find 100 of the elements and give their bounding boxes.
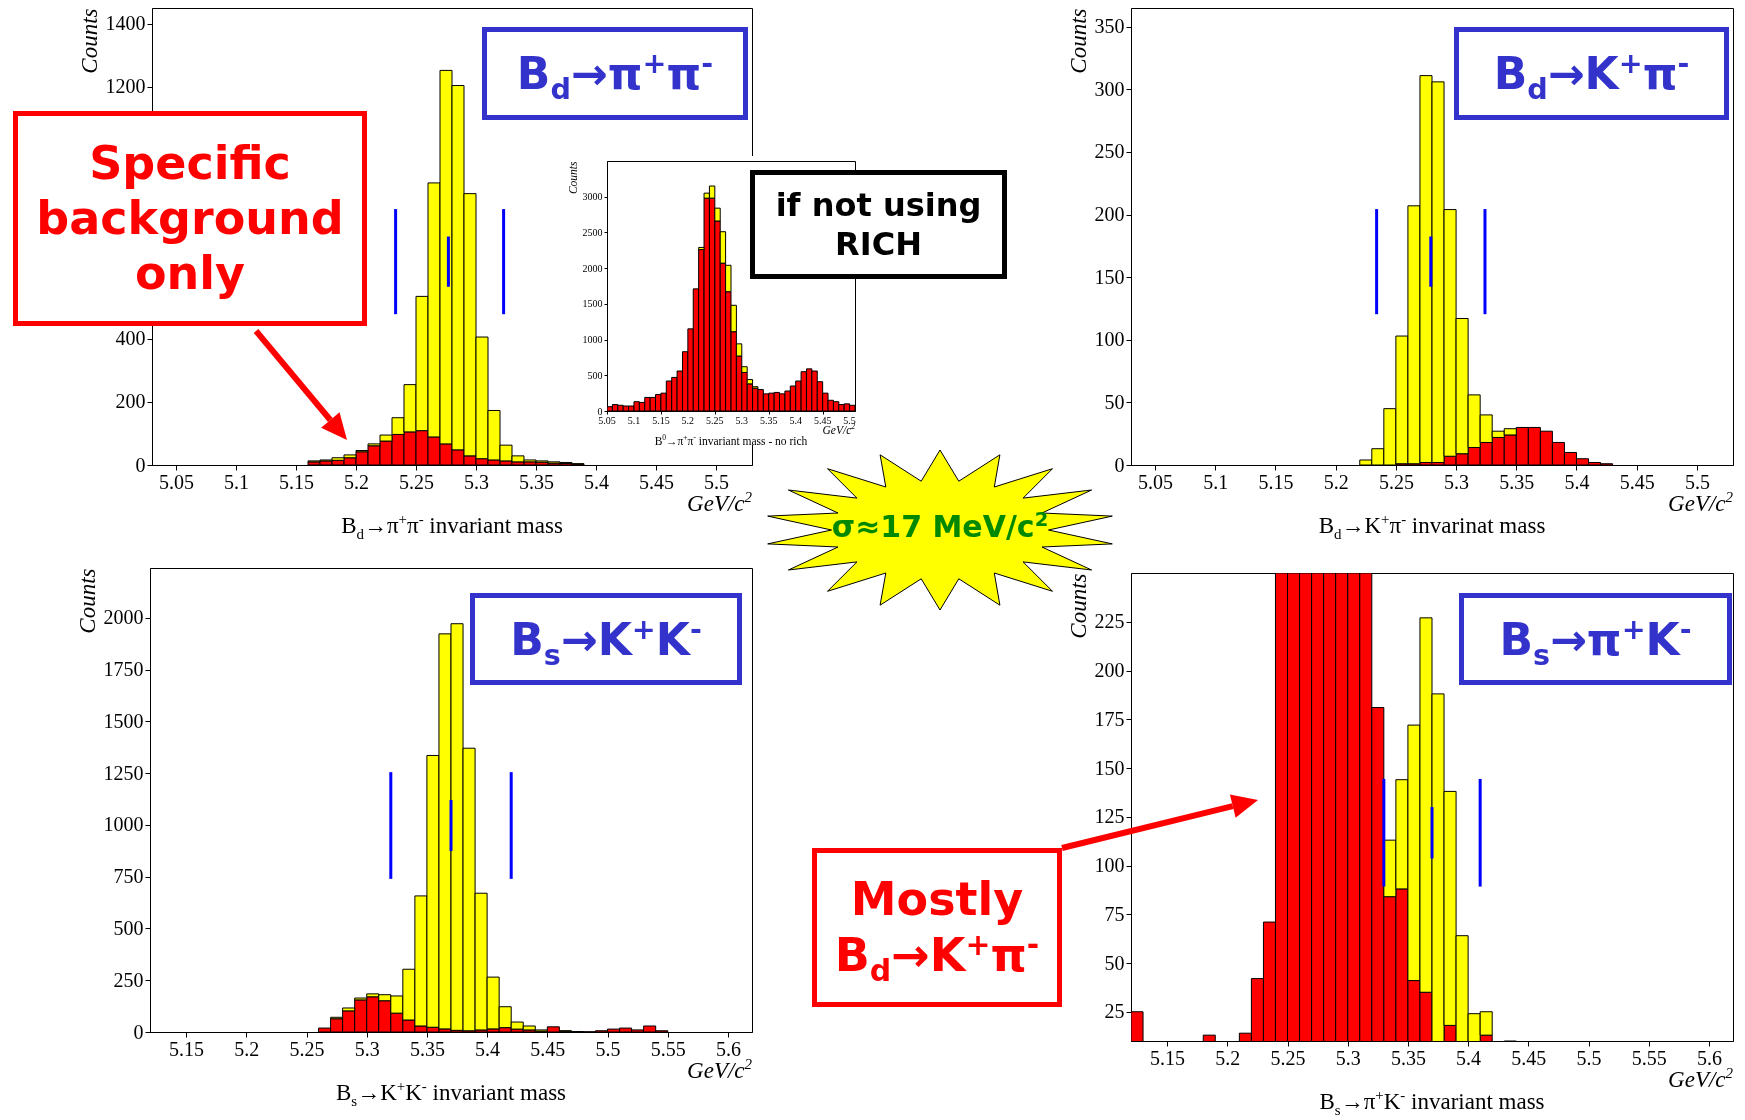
x-tick-label: 5.45: [813, 415, 832, 426]
y-tick-label: 750: [113, 865, 144, 888]
y-tick-label: 0: [597, 405, 603, 417]
y-tick-label: 100: [1094, 854, 1125, 876]
x-tick-label: 5.4: [1564, 470, 1590, 493]
x-tick-label: 5.5: [1576, 1046, 1602, 1069]
annotation: Specific background only: [35, 135, 345, 302]
x-tick-label: 5.35: [1499, 470, 1535, 493]
y-tick-label: 1000: [582, 334, 603, 346]
y-tick-label: 250: [1094, 140, 1125, 163]
x-tick-label: 5.1: [224, 470, 249, 493]
x-tick-label: 5.3: [464, 470, 489, 493]
x-tick-label: 5.1: [627, 415, 641, 426]
x-tick-label: 5.3: [1335, 1046, 1361, 1069]
x-tick-label: 5.25: [399, 470, 434, 493]
x-tick-label: 5.55: [1631, 1046, 1667, 1069]
y-tick-label: 75: [1104, 902, 1125, 925]
x-tick-label: 5.2: [344, 470, 369, 493]
text: Mostly B$_{d}$→K$^{+}$π$^{-}$: [833, 872, 1041, 988]
x-tick-label: 5.35: [1390, 1046, 1426, 1069]
x-tick-label: 5.4: [475, 1037, 501, 1060]
x-tick-label: 5.25: [1378, 470, 1414, 493]
x-tick-label: 5.4: [789, 415, 802, 426]
x-tick-label: 5.15: [279, 470, 314, 493]
x-tick-label: 5.5: [595, 1037, 621, 1060]
text: B$_{s}$→π$^{+}$K$^{-}$: [1499, 611, 1692, 672]
text: B$_{s}$→K$^{+}$K$^{-}$: [510, 611, 702, 672]
y-tick-label: 1500: [582, 298, 603, 310]
y-axis-title: Counts: [74, 568, 100, 634]
x-tick-label: 5.2: [681, 415, 695, 426]
y-tick-label: 150: [1094, 265, 1125, 288]
x-tick-label: 5.55: [650, 1037, 686, 1060]
x-tick-label: 5.3: [735, 415, 749, 426]
x-axis-title: B$_{d}$→K$^{+}$π$^{-}$ invarinat mass: [1318, 511, 1546, 542]
x-tick-label: 5.15: [1258, 470, 1294, 493]
x-axis-title: B$_{s}$→K$^{+}$K$^{-}$ invariant mass: [335, 1078, 567, 1109]
y-tick-label: 2500: [582, 226, 603, 238]
y-tick-label: 0: [1114, 453, 1125, 476]
y-tick-label: 150: [1094, 756, 1125, 779]
x-tick-label: 5.35: [409, 1037, 445, 1060]
y-tick-label: 2000: [103, 606, 144, 629]
x-tick-label: 5.25: [706, 415, 724, 426]
y-tick-label: 1200: [105, 75, 146, 98]
y-tick-label: 50: [1104, 390, 1125, 413]
y-tick-label: 225: [1094, 610, 1125, 633]
y-tick-label: 1400: [105, 12, 146, 35]
y-tick-label: 250: [113, 968, 144, 991]
x-tick-label: 5.45: [1511, 1046, 1547, 1069]
x-tick-label: 5.3: [1444, 470, 1470, 493]
text: B$_{d}$→K$^{+}$π$^{-}$: [1493, 46, 1690, 106]
text: B$_{d}$→π$^{+}$π$^{-}$: [516, 46, 714, 106]
x-axis-title: B$_{s}$→π$^{+}$K$^{-}$ invariant mass: [1319, 1087, 1545, 1118]
y-tick-label: 200: [1094, 659, 1125, 681]
y-axis-title: Counts: [76, 8, 102, 74]
y-axis-title: Counts: [1065, 573, 1091, 639]
x-tick-label: 5.15: [652, 415, 670, 426]
x-tick-label: 5.3: [354, 1037, 380, 1060]
y-tick-label: 0: [135, 453, 146, 476]
y-tick-label: 1250: [103, 761, 144, 784]
x-tick-label: 5.2: [1215, 1046, 1241, 1069]
y-tick-label: 2000: [582, 262, 603, 274]
y-tick-label: 175: [1094, 707, 1125, 730]
y-tick-label: 0: [133, 1020, 144, 1043]
y-tick-label: 1000: [103, 813, 144, 836]
x-tick-label: 5.15: [169, 1037, 205, 1060]
text: σ≈17 MeV/c$^{2}$: [830, 508, 1050, 544]
x-tick-label: 5.05: [598, 415, 616, 426]
y-tick-label: 500: [113, 916, 144, 939]
y-tick-label: 1500: [103, 709, 144, 732]
x-axis-title: B$^{0}$→π$^{+}$π$^{-}$ invariant mass - no rich: [653, 433, 809, 447]
x-tick-label: 5.2: [234, 1037, 260, 1060]
y-axis-title: Counts: [566, 160, 579, 195]
x-tick-label: 5.25: [1270, 1046, 1306, 1069]
annotation: if not using RICH: [774, 186, 983, 263]
x-tick-label: 5.35: [519, 470, 554, 493]
y-tick-label: 100: [1094, 328, 1125, 351]
x-tick-label: 5.45: [1619, 470, 1655, 493]
y-tick-label: 125: [1094, 805, 1125, 828]
x-tick-label: 5.4: [1456, 1046, 1482, 1069]
x-tick-label: 5.2: [1323, 470, 1349, 493]
x-tick-label: 5.15: [1150, 1046, 1186, 1069]
y-tick-label: 400: [115, 327, 146, 350]
y-tick-label: 200: [1094, 203, 1125, 226]
x-tick-label: 5.05: [1138, 470, 1174, 493]
y-tick-label: 50: [1104, 951, 1125, 974]
y-tick-label: 500: [587, 369, 603, 381]
x-tick-label: 5.4: [584, 470, 609, 493]
y-tick-label: 25: [1104, 1000, 1125, 1023]
y-tick-label: 200: [115, 390, 146, 413]
y-tick-label: 300: [1094, 77, 1125, 100]
y-tick-label: 350: [1094, 15, 1125, 38]
x-tick-label: 5.35: [759, 415, 778, 426]
x-tick-label: 5.05: [159, 470, 194, 493]
x-tick-label: 5.45: [530, 1037, 566, 1060]
x-tick-label: 5.25: [289, 1037, 325, 1060]
y-tick-label: 1750: [103, 658, 144, 680]
x-tick-label: 5.1: [1203, 470, 1229, 493]
y-axis-title: Counts: [1065, 8, 1091, 74]
x-axis-title: B$_{d}$→π$^{+}$π$^{-}$ invariant mass: [341, 511, 563, 542]
y-tick-label: 3000: [582, 191, 603, 203]
